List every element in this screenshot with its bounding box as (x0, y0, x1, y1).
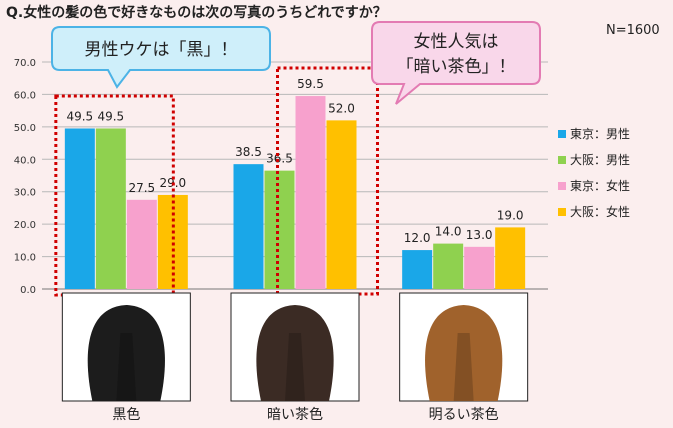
callout-left-bubble (51, 26, 271, 89)
y-tick-label: 20.0 (14, 220, 36, 231)
hair-photo: 暗い茶色 (230, 292, 360, 423)
data-label: 59.5 (297, 77, 324, 91)
legend-label: 東京：女性 (570, 178, 630, 193)
bar (433, 243, 464, 289)
legend-label: 東京：男性 (570, 127, 630, 141)
callout-left-text: 男性ウケは「黒」！ (85, 40, 238, 60)
data-label: 14.0 (435, 225, 462, 239)
data-label: 49.5 (66, 109, 93, 123)
hair-shade (453, 333, 474, 401)
bar (95, 128, 126, 289)
legend-swatch (558, 182, 566, 190)
y-tick-label: 10.0 (14, 253, 36, 264)
photo-caption: 明るい茶色 (429, 406, 499, 423)
bar (264, 170, 295, 289)
legend-label: 大阪：女性 (570, 204, 630, 219)
highlight-box-dark-brown (276, 66, 379, 296)
hair-photo: 明るい茶色 (399, 292, 529, 423)
y-tick-label: 30.0 (14, 188, 36, 199)
sample-size: N=1600 (606, 23, 660, 38)
bar (64, 128, 95, 289)
photo-caption: 黒色 (112, 406, 140, 423)
legend-label: 大阪：男性 (570, 153, 630, 167)
data-label: 38.5 (235, 145, 262, 159)
hair-photo: 黒色 (61, 292, 191, 423)
callout-left: 男性ウケは「黒」！ (51, 26, 271, 89)
bar (233, 164, 264, 289)
bar (402, 250, 433, 289)
y-tick-label: 50.0 (14, 123, 36, 134)
data-label: 13.0 (466, 228, 493, 242)
data-label: 27.5 (128, 181, 155, 195)
y-tick-label: 0.0 (20, 285, 36, 296)
bar (326, 120, 357, 289)
callout-right-text-1: 女性人気は (414, 32, 499, 52)
hair-shape (425, 305, 503, 401)
y-tick-label: 70.0 (14, 58, 36, 69)
data-label: 36.5 (266, 152, 293, 166)
hair-shade (285, 333, 305, 401)
legend-swatch (558, 208, 566, 216)
hair-shade (116, 333, 137, 401)
data-label: 52.0 (328, 101, 355, 115)
y-tick-label: 40.0 (14, 155, 36, 166)
question-title: Q.女性の髪の色で好きなものは次の写真のうちどれですか？ (6, 4, 387, 21)
legend-swatch (558, 156, 566, 164)
callout-right-text-2: 「暗い茶色」！ (397, 57, 516, 77)
hair-shape (256, 305, 334, 401)
data-label: 12.0 (404, 231, 431, 245)
y-tick-label: 60.0 (14, 90, 36, 101)
data-label: 19.0 (497, 208, 524, 222)
legend-swatch (558, 130, 566, 138)
highlight-box-black (54, 94, 175, 297)
bar (464, 246, 495, 289)
callout-right-bubble (371, 21, 541, 105)
bar (126, 199, 157, 289)
callout-right: 女性人気は「暗い茶色」！ (371, 21, 541, 105)
hair-shape (87, 305, 165, 401)
photo-caption: 暗い茶色 (267, 406, 323, 423)
data-label: 49.5 (97, 109, 124, 123)
bar (295, 96, 326, 289)
bar (495, 227, 526, 289)
